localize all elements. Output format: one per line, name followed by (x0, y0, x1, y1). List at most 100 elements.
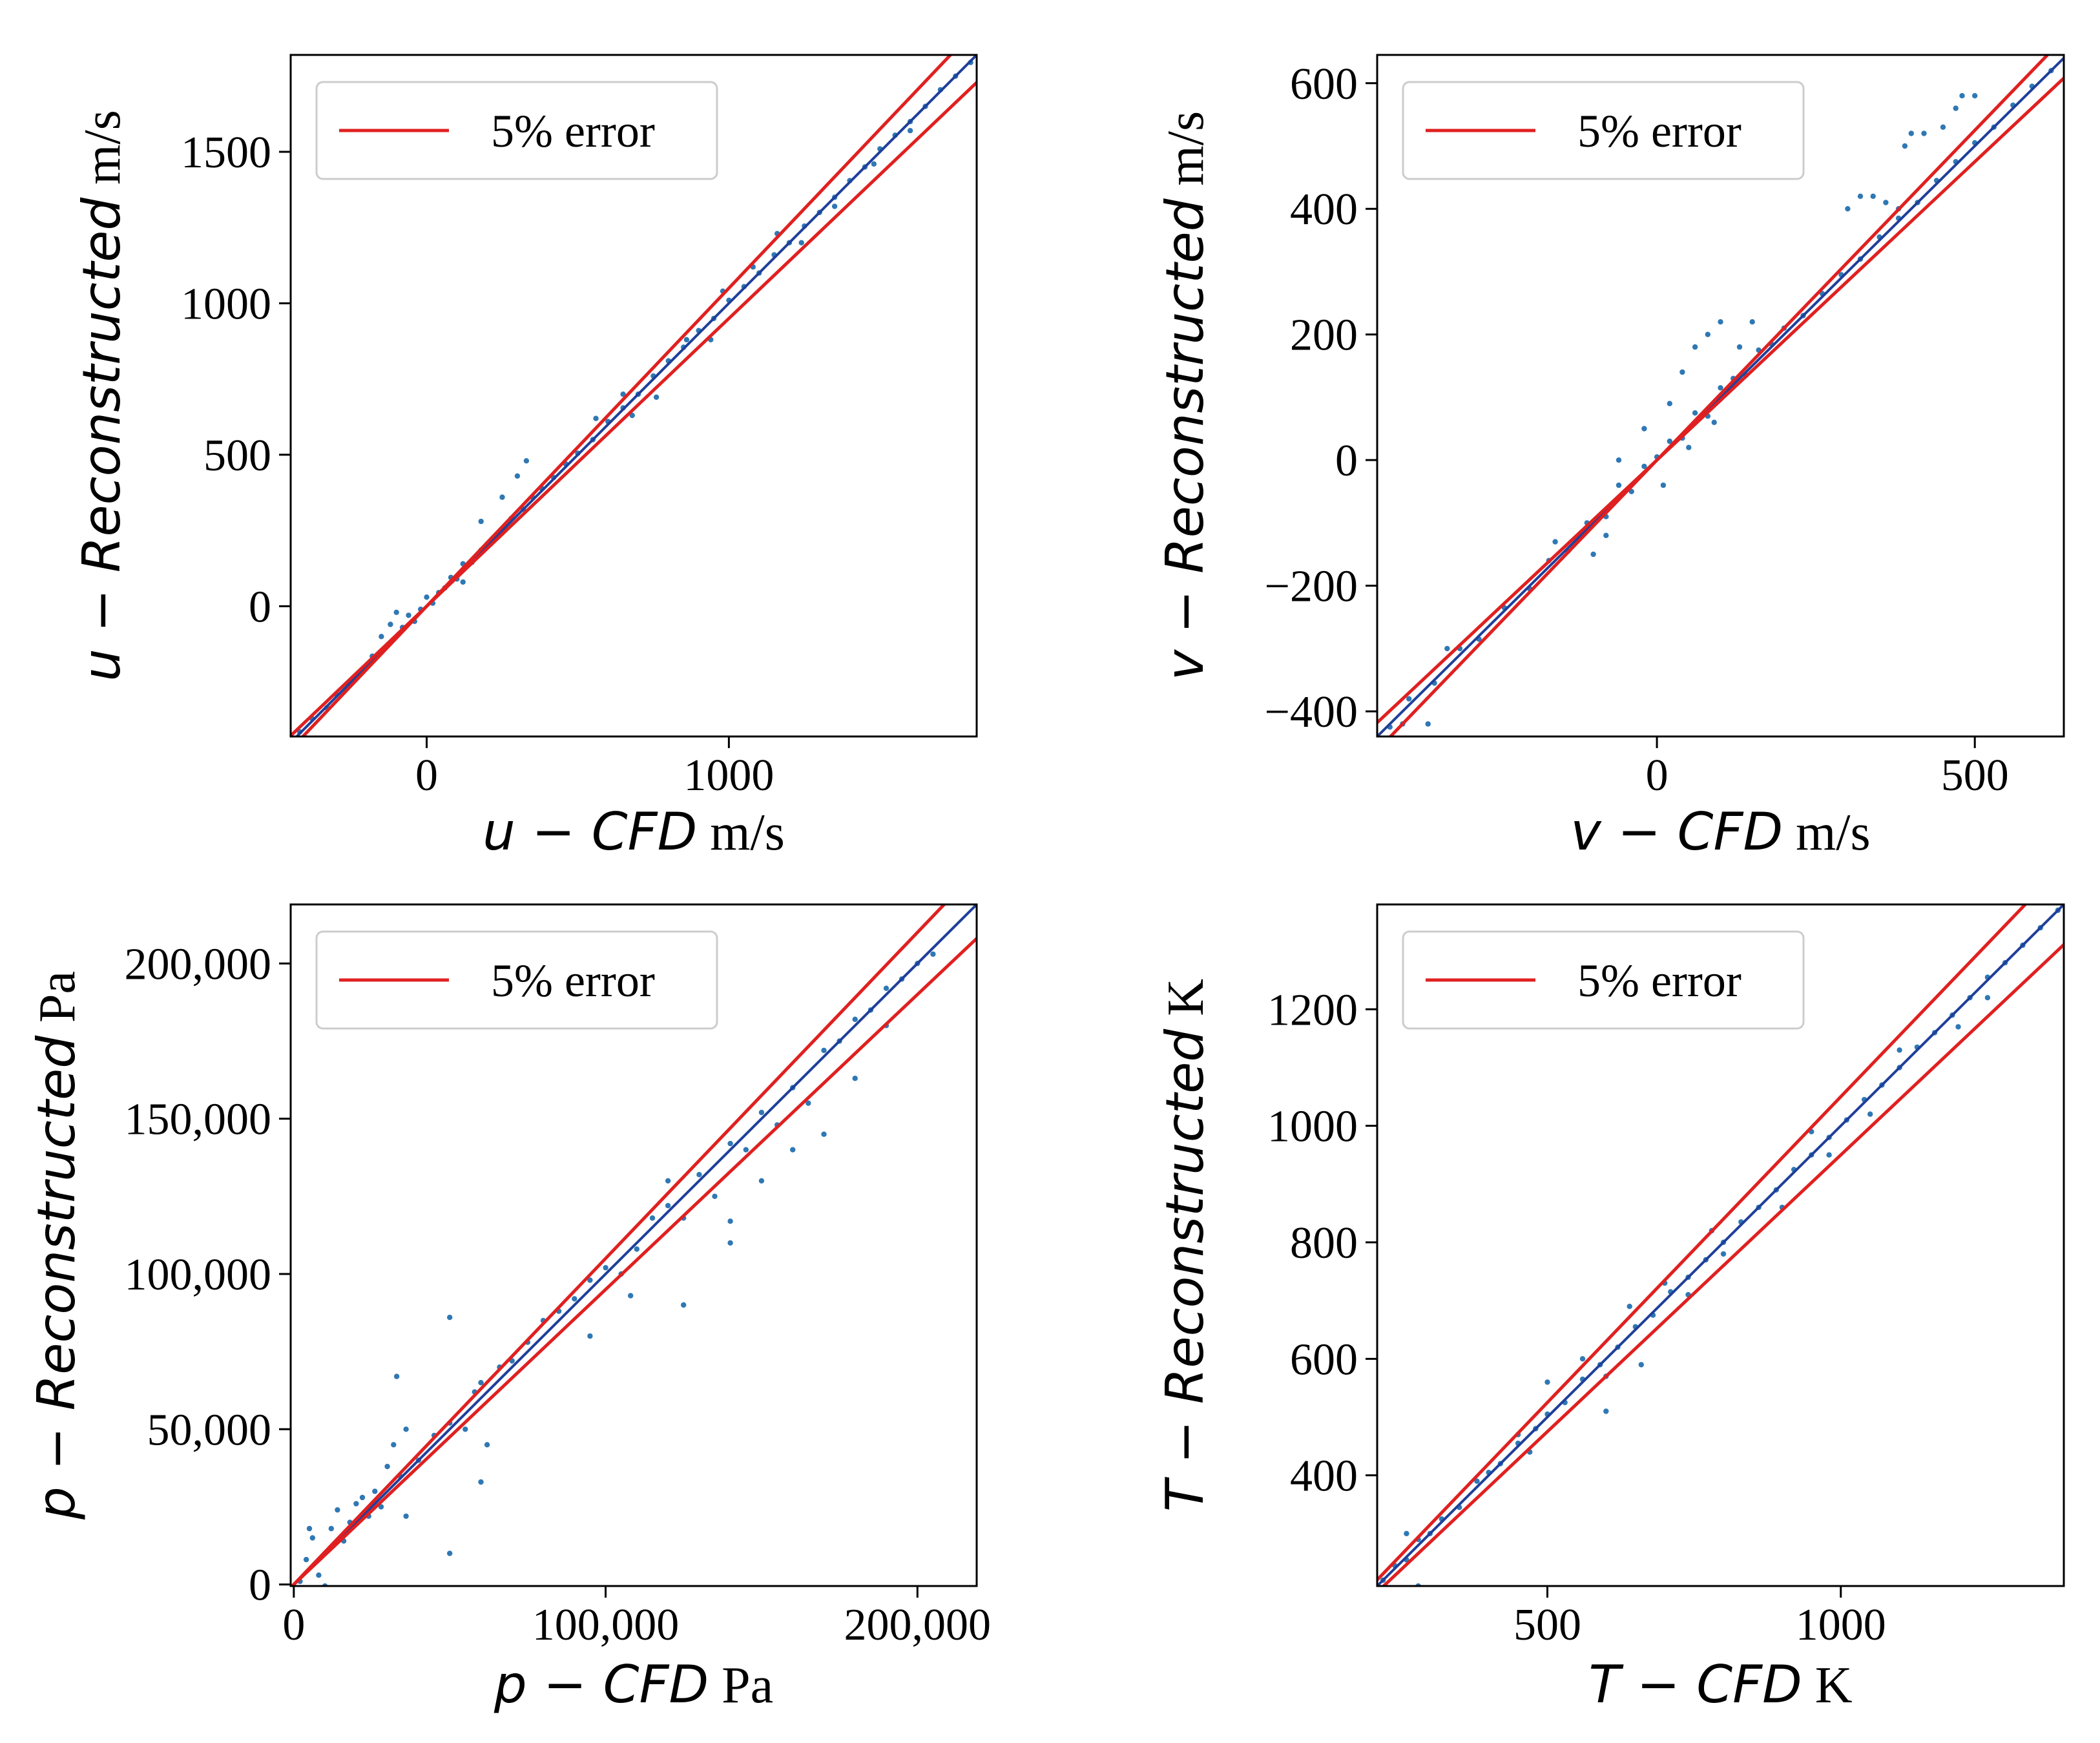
scatter-point (587, 1333, 593, 1339)
legend-box (315, 930, 718, 1030)
scatter-point (665, 1178, 671, 1184)
error-line-upper (291, 904, 947, 1586)
scatter-point (460, 579, 466, 585)
scatter-point (758, 1109, 765, 1116)
scatter-point (379, 634, 384, 640)
plot-area (1377, 904, 2064, 1586)
scatter-point (309, 1535, 315, 1541)
y-tick-label: 1200 (1267, 985, 1358, 1035)
y-tick-label: 400 (1290, 185, 1358, 235)
error-line-upper (1377, 904, 2028, 1581)
legend-label: 5% error (491, 105, 655, 157)
y-tick-label: 0 (1335, 436, 1358, 486)
scatter-point (871, 161, 877, 167)
scatter-point (484, 1442, 490, 1448)
x-tick-label: 200,000 (844, 1600, 992, 1650)
x-tick-label: 500 (1941, 751, 2009, 800)
scatter-point (712, 1193, 718, 1200)
y-axis-label-unit: m/s (1158, 111, 1214, 199)
scatter-point (372, 1488, 378, 1494)
error-line-lower (1381, 943, 2064, 1586)
scatter-point (1638, 1362, 1644, 1368)
x-axis-label-unit: m/s (1783, 804, 1871, 861)
scatter-point (1711, 419, 1717, 425)
scatter-point (478, 518, 484, 525)
scatter-point (406, 612, 411, 618)
legend-box (1402, 81, 1805, 180)
scatter-point (665, 1203, 671, 1209)
scatter-point (1552, 539, 1558, 545)
scatter-point (388, 621, 393, 627)
legend: 5% error (315, 930, 718, 1030)
scatter-point (727, 1140, 733, 1147)
scatter-point (1404, 1530, 1409, 1536)
scatter-point (821, 1047, 827, 1054)
y-tick-label: 1000 (1267, 1102, 1358, 1152)
y-axis-label-variable: p − Reconstructed (26, 1035, 87, 1520)
x-axis-label: T − CFD K (1588, 1654, 1852, 1715)
scatter-point (393, 609, 399, 615)
scatter-point (523, 458, 530, 464)
y-tick-label: 1500 (181, 128, 271, 178)
scatter-point (1955, 1024, 1961, 1030)
scatter-point (649, 1215, 656, 1221)
x-axis-label-unit: Pa (709, 1657, 773, 1714)
scatter-point (424, 594, 430, 600)
y-tick-label: 600 (1290, 1335, 1358, 1384)
y-tick-label: 400 (1290, 1452, 1358, 1501)
scatter-point (1425, 721, 1431, 727)
scatter-point (653, 394, 660, 400)
scatter-point (478, 1380, 484, 1386)
y-axis-label: v − Reconstructed m/s (1155, 111, 1215, 680)
y-axis-label-variable: v − Reconstructed (1155, 198, 1215, 680)
x-axis-label-variable: v − CFD (1570, 802, 1783, 862)
y-tick-label: 500 (203, 431, 271, 481)
scatter-point (821, 1131, 827, 1137)
scatter-point (514, 473, 521, 479)
x-axis-label: v − CFD m/s (1570, 802, 1870, 862)
scatter-point (403, 1513, 409, 1519)
scatter-point (1641, 463, 1647, 470)
scatter-point (1908, 130, 1914, 136)
scatter-point (930, 951, 936, 957)
identity-line (291, 904, 977, 1586)
legend-label: 5% error (1577, 105, 1741, 157)
scatter-point (378, 1504, 384, 1510)
scatter-point (303, 1556, 309, 1563)
y-tick-label: 200 (1290, 311, 1358, 360)
panel-p: 0 100,000 200,000 0 50,000 100,000 150,000 200,… (26, 903, 992, 1715)
y-axis-label: T − Reconstructed K (1155, 979, 1215, 1512)
y-axis-label-unit: K (1158, 979, 1214, 1029)
scatter-point (1679, 369, 1685, 375)
scatter-point (806, 1100, 811, 1106)
scatter-point (1603, 1408, 1609, 1414)
scatter-point (727, 1240, 733, 1246)
x-tick-label: 500 (1513, 1600, 1581, 1650)
scatter-point (1444, 645, 1450, 652)
y-tick-label: −400 (1265, 687, 1358, 737)
scatter-point (1544, 1379, 1550, 1385)
scatter-point (1590, 551, 1596, 558)
x-tick-label: 0 (282, 1600, 305, 1650)
scatter-point (1579, 1356, 1586, 1362)
scatter-point (353, 1501, 359, 1507)
x-tick-label: 1000 (1796, 1600, 1886, 1650)
y-tick-label: 0 (249, 582, 271, 632)
scatter-point (447, 1550, 453, 1556)
scatter-point (463, 1426, 468, 1432)
scatter-point (1718, 319, 1723, 325)
scatter-point (447, 1315, 453, 1320)
scatter-point (743, 1147, 749, 1153)
scatter-point (1921, 130, 1927, 136)
plot-area (291, 904, 977, 1586)
axes-frame (1376, 903, 2065, 1587)
y-axis-label-unit: m/s (74, 110, 131, 198)
axes-frame (289, 54, 978, 738)
legend: 5% error (1402, 930, 1805, 1030)
scatter-point (1474, 1478, 1480, 1484)
scatter-point (593, 415, 599, 421)
